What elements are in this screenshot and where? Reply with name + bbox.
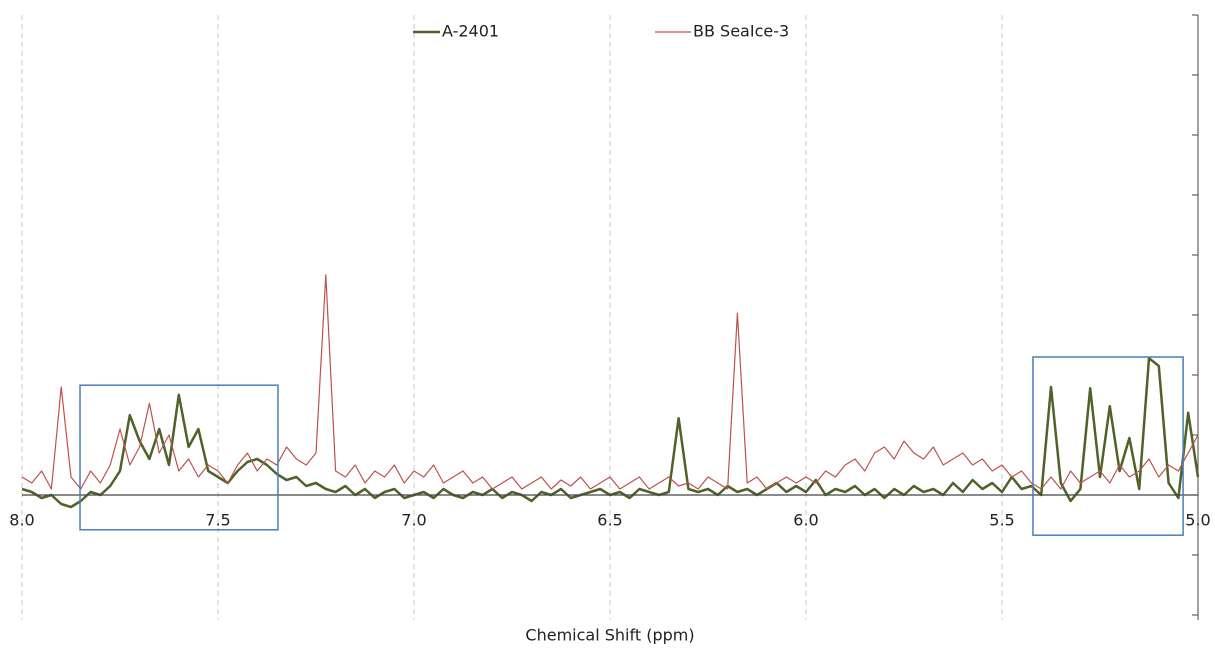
x-tick-label: 6.5 — [597, 511, 622, 530]
x-axis-title: Chemical Shift (ppm) — [525, 626, 694, 645]
x-tick-label: 7.5 — [205, 511, 230, 530]
series-line — [21, 274, 1199, 490]
highlight-box — [79, 384, 279, 531]
legend-label: A-2401 — [442, 22, 499, 41]
x-tick-label: 6.0 — [793, 511, 818, 530]
x-tick-label: 7.0 — [401, 511, 426, 530]
x-tick-label: 5.5 — [989, 511, 1014, 530]
x-tick-label: 8.0 — [9, 511, 34, 530]
legend-label: BB SeaIce-3 — [693, 22, 789, 41]
highlight-box — [1032, 356, 1184, 536]
